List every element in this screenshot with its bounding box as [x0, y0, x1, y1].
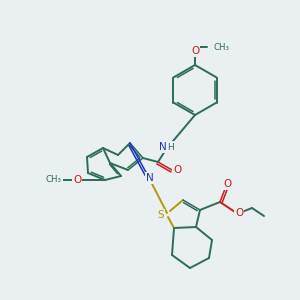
- Text: CH₃: CH₃: [46, 176, 62, 184]
- Text: N: N: [159, 142, 167, 152]
- Text: O: O: [73, 175, 81, 185]
- Text: N: N: [146, 173, 154, 183]
- Text: H: H: [167, 142, 173, 152]
- Text: S: S: [158, 210, 164, 220]
- Text: O: O: [191, 46, 199, 56]
- Text: O: O: [223, 179, 231, 189]
- Text: CH₃: CH₃: [214, 43, 230, 52]
- Text: O: O: [173, 165, 181, 175]
- Text: O: O: [235, 208, 243, 218]
